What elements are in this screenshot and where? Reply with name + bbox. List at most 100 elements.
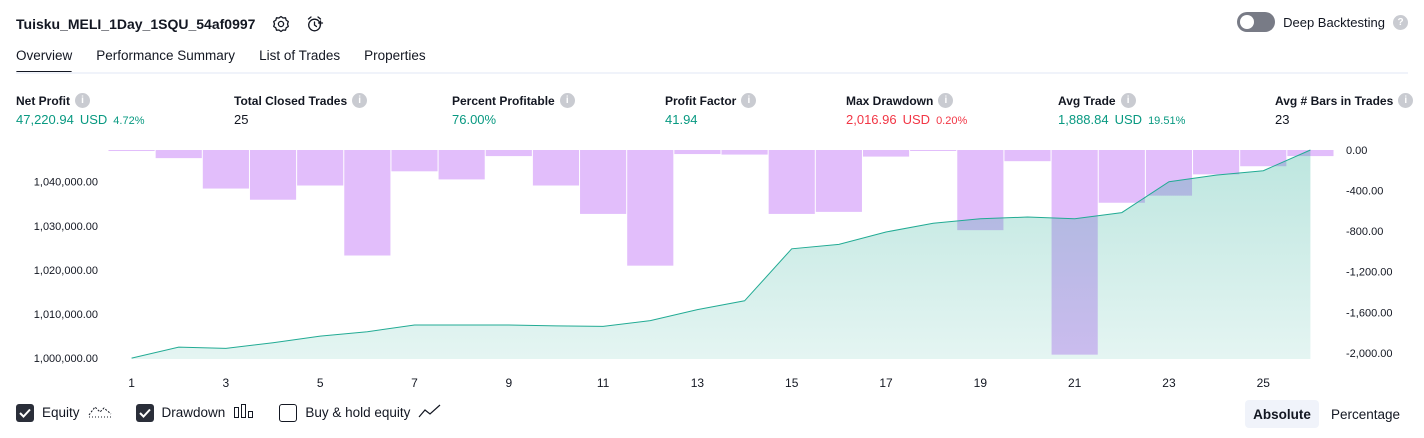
- drawdown-bar: [438, 150, 485, 180]
- settings-icon[interactable]: [269, 12, 293, 36]
- equity-drawdown-chart: 1,000,000.00 1,010,000.00 1,020,000.00 1,03…: [34, 145, 1393, 390]
- right-axis-tick-label: 0.00: [1346, 145, 1367, 157]
- equity-checkbox[interactable]: [16, 403, 34, 422]
- drawdown-bar: [249, 150, 297, 200]
- tab-performance-summary[interactable]: Performance Summary: [96, 48, 236, 63]
- tabs-divider: [16, 72, 1408, 74]
- drawdown-bar: [532, 150, 580, 186]
- left-axis: 1,000,000.00 1,010,000.00 1,020,000.00 1,03…: [34, 177, 98, 365]
- x-axis-tick-label: 5: [317, 376, 324, 390]
- metric-label: Total Closed Trades: [234, 93, 348, 108]
- metric-profit-factor: Profit Factor i 41.94: [665, 93, 757, 127]
- scale-mode-toggle: Absolute Percentage: [1245, 400, 1408, 428]
- left-axis-tick-label: 1,000,000.00: [34, 353, 98, 365]
- left-axis-tick-label: 1,040,000.00: [34, 177, 98, 189]
- info-icon[interactable]: i: [352, 93, 368, 108]
- x-axis-tick-label: 1: [128, 376, 135, 390]
- metric-percent: 0.20%: [936, 115, 968, 127]
- drawdown-bar: [957, 150, 1004, 231]
- drawdown-bar: [674, 150, 721, 155]
- tab-properties[interactable]: Properties: [364, 48, 426, 63]
- legend-equity[interactable]: Equity: [16, 403, 112, 422]
- drawdown-bar: [1004, 150, 1051, 162]
- metric-unit: USD: [79, 112, 108, 127]
- strategy-header: Tuisku_MELI_1Day_1SQU_54af0997: [16, 10, 327, 38]
- right-axis-tick-label: -1,200.00: [1346, 267, 1392, 279]
- right-axis-tick-label: -1,600.00: [1346, 307, 1392, 319]
- legend-label: Drawdown: [161, 405, 226, 420]
- info-icon[interactable]: i: [559, 93, 575, 108]
- legend-drawdown[interactable]: Drawdown: [135, 403, 256, 422]
- metric-label: Net Profit: [16, 93, 70, 108]
- left-axis-tick-label: 1,030,000.00: [34, 221, 98, 233]
- x-axis-tick-label: 3: [223, 376, 230, 390]
- x-axis-tick-label: 9: [505, 376, 512, 390]
- absolute-button[interactable]: Absolute: [1245, 400, 1319, 428]
- info-icon[interactable]: i: [741, 93, 757, 108]
- drawdown-bar: [485, 150, 532, 157]
- metric-value: 76.00%: [452, 112, 497, 127]
- add-alert-icon[interactable]: [303, 12, 327, 36]
- drawdown-bar: [768, 150, 815, 214]
- x-axis: 1 3 5 7 9 11 13 15 17 19 21 23 25: [128, 376, 1270, 390]
- metric-percent-profitable: Percent Profitable i 76.00%: [452, 93, 575, 127]
- help-icon[interactable]: ?: [1393, 14, 1408, 30]
- drawdown-bar: [862, 150, 910, 157]
- metric-avg-bars-in-trades: Avg # Bars in Trades i 23: [1275, 93, 1414, 127]
- x-axis-tick-label: 25: [1257, 376, 1271, 390]
- right-axis-tick-label: -400.00: [1346, 186, 1383, 198]
- metric-label: Percent Profitable: [452, 93, 555, 108]
- left-axis-tick-label: 1,010,000.00: [34, 309, 98, 321]
- strategy-title: Tuisku_MELI_1Day_1SQU_54af0997: [16, 16, 256, 32]
- info-icon[interactable]: i: [1120, 93, 1136, 108]
- drawdown-bar: [1287, 150, 1334, 157]
- drawdown-bar: [202, 150, 249, 189]
- equity-area: [131, 150, 1311, 359]
- toggle-knob: [1240, 15, 1255, 29]
- deep-backtesting-control: Deep Backtesting ?: [1237, 12, 1408, 32]
- x-axis-tick-label: 17: [879, 376, 893, 390]
- drawdown-bar: [1240, 150, 1287, 167]
- buy-hold-checkbox[interactable]: [279, 403, 298, 422]
- percentage-button[interactable]: Percentage: [1330, 406, 1400, 422]
- report-tabs: Overview Performance Summary List of Tra…: [16, 44, 426, 74]
- drawdown-bars: [108, 150, 1334, 355]
- right-axis: 0.00 -400.00 -800.00 -1,200.00 -1,600.00 -2,0…: [1346, 145, 1392, 360]
- metric-unit: USD: [1114, 112, 1143, 127]
- drawdown-bar: [391, 150, 438, 172]
- info-icon[interactable]: i: [1398, 93, 1414, 108]
- metric-percent: 4.72%: [113, 115, 145, 127]
- drawdown-bars-icon: [233, 403, 255, 422]
- metric-max-drawdown: Max Drawdown i 2,016.96 USD 0.20%: [846, 93, 967, 127]
- metric-value: 25: [234, 112, 249, 127]
- metric-percent: 19.51%: [1148, 115, 1186, 127]
- drawdown-checkbox[interactable]: [135, 403, 154, 422]
- drawdown-bar: [721, 150, 768, 155]
- x-axis-tick-label: 21: [1068, 376, 1082, 390]
- drawdown-bar: [1193, 150, 1240, 175]
- metric-unit: USD: [902, 112, 931, 127]
- drawdown-bar: [1098, 150, 1145, 203]
- metric-value: 47,220.94: [16, 112, 74, 127]
- info-icon[interactable]: i: [938, 93, 954, 108]
- metric-label: Avg Trade: [1058, 93, 1116, 108]
- metric-avg-trade: Avg Trade i 1,888.84 USD 19.51%: [1058, 93, 1185, 127]
- x-axis-tick-label: 7: [411, 376, 418, 390]
- equity-line-icon: [88, 403, 112, 422]
- legend-buy-hold-equity[interactable]: Buy & hold equity: [279, 403, 442, 422]
- tab-list-of-trades[interactable]: List of Trades: [259, 48, 341, 63]
- deep-backtesting-toggle[interactable]: [1237, 12, 1276, 32]
- deep-backtesting-label: Deep Backtesting: [1283, 14, 1385, 30]
- metric-value: 1,888.84: [1058, 112, 1109, 127]
- drawdown-bar: [344, 150, 391, 256]
- x-axis-tick-label: 23: [1162, 376, 1176, 390]
- right-axis-tick-label: -800.00: [1346, 226, 1383, 238]
- drawdown-bar: [580, 150, 627, 214]
- metrics-row: Net Profit i 47,220.94 USD 4.72% Total Clos…: [0, 93, 1424, 133]
- tab-overview[interactable]: Overview: [16, 44, 73, 74]
- left-axis-tick-label: 1,020,000.00: [34, 265, 98, 277]
- info-icon[interactable]: i: [75, 93, 90, 108]
- right-axis-tick-label: -2,000.00: [1346, 348, 1392, 360]
- metric-label: Avg # Bars in Trades: [1275, 93, 1394, 108]
- buy-hold-line-icon: [418, 403, 442, 422]
